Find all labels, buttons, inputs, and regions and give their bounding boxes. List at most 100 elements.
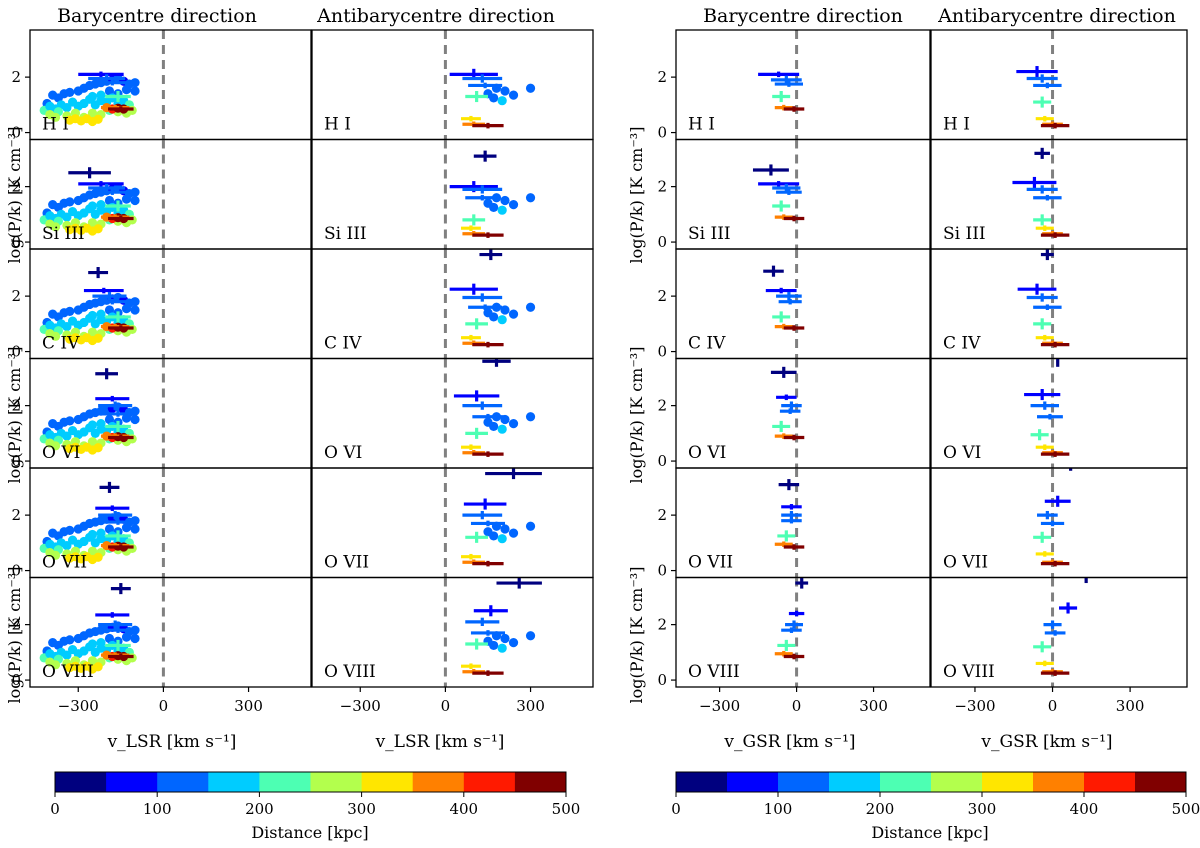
- scatter-point: [130, 78, 140, 88]
- errorbar-point: [1035, 444, 1054, 450]
- scatter-point: [85, 204, 95, 214]
- colorbar-segment: [361, 772, 414, 792]
- ion-label: O VIII: [943, 662, 995, 682]
- errorbar-point: [1026, 185, 1058, 194]
- scatter-point: [93, 443, 103, 453]
- errorbar-point: [472, 451, 504, 457]
- scatter-point: [85, 532, 95, 542]
- errorbar-point: [1024, 388, 1061, 401]
- errorbar-point: [1033, 531, 1052, 543]
- scatter-point: [508, 528, 519, 538]
- colorbar-segment: [676, 772, 728, 792]
- errorbar-point: [105, 420, 131, 432]
- errorbar-point: [779, 408, 801, 414]
- scatter-point: [104, 195, 115, 206]
- errorbar-point: [1040, 122, 1070, 129]
- colorbar-label-right: Distance [kpc]: [871, 823, 988, 842]
- colorbar-segment: [259, 772, 311, 792]
- scatter-point: [489, 640, 499, 651]
- ytick-label: 2: [657, 287, 667, 305]
- errorbar-point: [774, 81, 803, 87]
- errorbar-point: [1033, 214, 1052, 226]
- scatter-point: [497, 205, 507, 215]
- errorbar-point: [465, 318, 488, 330]
- colorbar-segment: [1084, 772, 1136, 792]
- ytick-label: 2: [11, 178, 21, 196]
- panel-content: [443, 30, 536, 140]
- xtick-label: 0: [441, 697, 451, 715]
- errorbar-point: [758, 71, 800, 78]
- errorbar-point: [470, 520, 506, 527]
- errorbar-point: [473, 605, 508, 617]
- errorbar-point: [108, 325, 134, 331]
- colorbar-frame: [675, 771, 1187, 793]
- colorbar-right: 0 100 200 300 400 500: [671, 771, 1200, 818]
- errorbar-point: [105, 530, 131, 542]
- errorbar-point: [1044, 630, 1066, 636]
- colorbar-segment: [829, 772, 881, 792]
- panel-anti-lsr-row-2: C IV: [311, 248, 594, 360]
- errorbar-point: [1033, 318, 1052, 330]
- col-title-anti-lsr: Antibarycentre direction: [316, 5, 555, 27]
- panel-content: [443, 249, 536, 359]
- ytick-label: 2: [657, 397, 667, 415]
- scatter-point: [489, 202, 499, 213]
- errorbar-point: [763, 265, 784, 277]
- scatter-point: [525, 412, 536, 422]
- panel-content: [752, 139, 805, 249]
- scatter-point: [130, 414, 140, 425]
- panel-anti-lsr-row-4: O VII: [311, 467, 594, 579]
- colorbar-segment: [310, 772, 363, 792]
- ytick-label: 0: [11, 233, 21, 251]
- panel-content: [1012, 139, 1070, 249]
- errorbar-point: [100, 627, 136, 633]
- errorbar-point: [100, 519, 136, 525]
- scatter-point: [87, 108, 98, 118]
- xtick-label: 0: [159, 697, 169, 715]
- ytick-label: 0: [657, 562, 667, 580]
- errorbar-point: [468, 304, 503, 310]
- errorbar-point: [465, 531, 488, 543]
- col-title-bary-gsr: Barycentre direction: [703, 5, 903, 27]
- errorbar-point: [108, 653, 134, 660]
- ylabel-right-mid: log(P/k) [K cm⁻³]: [627, 347, 646, 484]
- xlabel-anti-lsr: v_LSR [km s⁻¹]: [375, 732, 505, 752]
- errorbar-point: [1026, 74, 1058, 83]
- scatter-point: [85, 423, 95, 433]
- ion-label: O VII: [688, 553, 733, 573]
- xtick-label: −300: [340, 697, 381, 715]
- errorbar-point: [1040, 341, 1070, 348]
- errorbar-point: [461, 334, 481, 341]
- scatter-point: [50, 660, 61, 670]
- colorbar-segment: [1135, 772, 1187, 792]
- scatter-point: [130, 524, 140, 534]
- scatter-point: [121, 194, 132, 204]
- panel-content: [763, 249, 805, 359]
- scatter-point: [489, 421, 499, 432]
- panel-frame: [311, 576, 594, 688]
- col-title-anti-gsr: Antibarycentre direction: [937, 5, 1176, 27]
- panel-frame: [311, 29, 594, 141]
- ion-label: O VI: [42, 443, 80, 463]
- panel-content: [39, 577, 165, 687]
- panel-frame: [675, 576, 931, 688]
- errorbar-point: [788, 610, 805, 617]
- scatter-point: [500, 305, 510, 315]
- scatter-point: [87, 437, 98, 447]
- panel-anti-gsr-row-3: O VI: [930, 357, 1188, 469]
- panel-content: [39, 139, 165, 249]
- scatter-point: [130, 305, 140, 315]
- scatter-point: [525, 302, 536, 312]
- errorbar-point: [472, 670, 504, 676]
- panel-bary-gsr-row-1: Si III 0 2: [657, 138, 931, 251]
- scatter-point: [65, 306, 75, 316]
- ytick-label: 2: [11, 68, 21, 86]
- panel-content: [1016, 30, 1070, 140]
- panel-bary-lsr-row-3: O VI 0 2: [11, 357, 312, 470]
- scatter-point: [93, 662, 103, 672]
- panel-anti-lsr-row-0: H I: [311, 29, 594, 141]
- errorbar-point: [1059, 602, 1078, 614]
- colorbar-left: 0 100 200 300 400 500: [50, 771, 580, 818]
- errorbar-point: [781, 627, 802, 633]
- errorbar-point: [772, 311, 791, 323]
